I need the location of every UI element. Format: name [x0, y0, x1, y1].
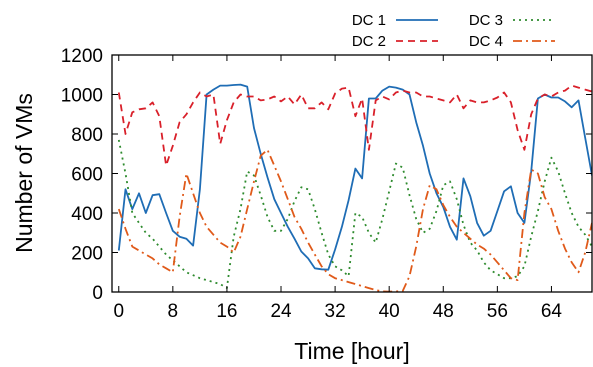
- y-tick-label: 400: [71, 204, 103, 225]
- x-tick-label: 24: [270, 301, 292, 322]
- y-tick-label: 0: [92, 283, 103, 304]
- x-tick-label: 48: [433, 301, 454, 322]
- series-group: [117, 83, 592, 292]
- x-tick-label: 40: [379, 301, 400, 322]
- y-tick-label: 600: [71, 165, 103, 186]
- series-line-dc-2: [117, 84, 592, 167]
- series-line-dc-1: [117, 83, 592, 271]
- legend-label: DC 3: [469, 12, 503, 29]
- x-tick-label: 32: [325, 301, 346, 322]
- x-tick-label: 8: [168, 301, 179, 322]
- x-axis-ticks: 0 8 16 24 32 40 48 56 64: [113, 55, 562, 322]
- y-tick-label: 1200: [61, 46, 103, 67]
- y-axis-ticks: 0 200 400 600 800 1000 1200: [61, 46, 592, 304]
- y-tick-label: 200: [71, 244, 103, 265]
- x-tick-label: 16: [216, 301, 237, 322]
- y-tick-label: 1000: [61, 86, 103, 107]
- x-tick-label: 0: [113, 301, 124, 322]
- legend-label: DC 2: [352, 33, 386, 50]
- series-line-dc-4: [117, 148, 592, 292]
- x-tick-label: 64: [541, 301, 563, 322]
- y-axis-title: Number of VMs: [11, 93, 37, 253]
- series-line-dc-3: [117, 139, 592, 289]
- x-tick-label: 56: [487, 301, 508, 322]
- legend: DC 1 DC 2 DC 3 DC 4: [352, 12, 555, 50]
- legend-label: DC 4: [469, 33, 503, 50]
- y-tick-label: 800: [71, 125, 103, 146]
- x-axis-title: Time [hour]: [294, 338, 409, 364]
- legend-label: DC 1: [352, 12, 386, 29]
